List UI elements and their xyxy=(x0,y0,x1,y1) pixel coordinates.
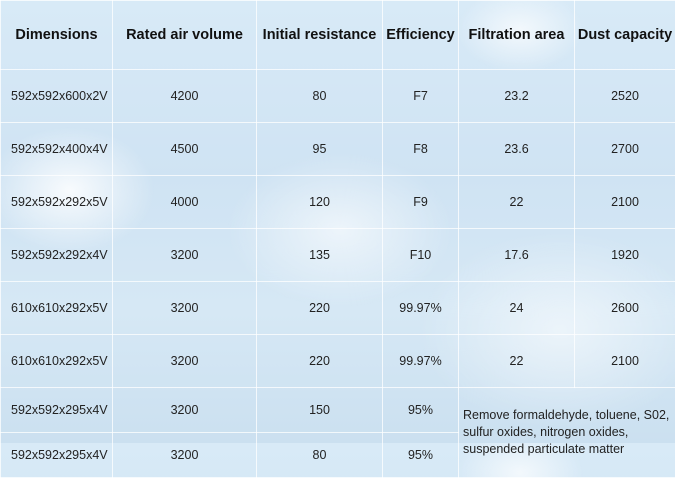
cell-filtration-area: 23.6 xyxy=(459,123,575,176)
spec-table-container: Dimensions Rated air volume Initial resi… xyxy=(0,0,675,443)
cell-efficiency: F9 xyxy=(383,176,459,229)
cell-resistance: 220 xyxy=(257,335,383,388)
cell-filtration-area: 17.6 xyxy=(459,229,575,282)
cell-dimensions: 592x592x292x5V xyxy=(1,176,113,229)
header-dimensions: Dimensions xyxy=(1,1,113,70)
cell-dust-capacity: 2100 xyxy=(575,176,675,229)
cell-filtration-area: 22 xyxy=(459,176,575,229)
cell-dust-capacity: 2100 xyxy=(575,335,675,388)
cell-filtration-area: 24 xyxy=(459,282,575,335)
table-row: 592x592x295x4V 3200 150 95% Remove forma… xyxy=(1,388,675,433)
cell-efficiency: 95% xyxy=(383,433,459,478)
cell-filtration-area: 22 xyxy=(459,335,575,388)
cell-filtration-area: 23.2 xyxy=(459,70,575,123)
table-row: 610x610x292x5V 3200 220 99.97% 24 2600 xyxy=(1,282,675,335)
header-filtration-area: Filtration area xyxy=(459,1,575,70)
cell-air-volume: 3200 xyxy=(113,282,257,335)
note-line: suspended particulate matter xyxy=(463,441,675,458)
cell-resistance: 120 xyxy=(257,176,383,229)
cell-dimensions: 610x610x292x5V xyxy=(1,335,113,388)
note-line: Remove formaldehyde, toluene, S02, xyxy=(463,407,675,424)
header-rated-air-volume: Rated air volume xyxy=(113,1,257,70)
cell-resistance: 80 xyxy=(257,433,383,478)
cell-resistance: 220 xyxy=(257,282,383,335)
cell-dust-capacity: 2700 xyxy=(575,123,675,176)
cell-air-volume: 3200 xyxy=(113,335,257,388)
cell-dust-capacity: 2600 xyxy=(575,282,675,335)
cell-dimensions: 610x610x292x5V xyxy=(1,282,113,335)
table-row: 592x592x292x4V 3200 135 F10 17.6 1920 xyxy=(1,229,675,282)
cell-resistance: 95 xyxy=(257,123,383,176)
table-row: 592x592x600x2V 4200 80 F7 23.2 2520 xyxy=(1,70,675,123)
cell-dust-capacity: 1920 xyxy=(575,229,675,282)
cell-dimensions: 592x592x295x4V xyxy=(1,388,113,433)
table-row: 610x610x292x5V 3200 220 99.97% 22 2100 xyxy=(1,335,675,388)
cell-air-volume: 4500 xyxy=(113,123,257,176)
cell-air-volume: 3200 xyxy=(113,388,257,433)
cell-air-volume: 3200 xyxy=(113,229,257,282)
cell-air-volume: 4000 xyxy=(113,176,257,229)
header-row: Dimensions Rated air volume Initial resi… xyxy=(1,1,675,70)
cell-resistance: 80 xyxy=(257,70,383,123)
cell-air-volume: 4200 xyxy=(113,70,257,123)
cell-resistance: 150 xyxy=(257,388,383,433)
header-initial-resistance: Initial resistance xyxy=(257,1,383,70)
cell-efficiency: 99.97% xyxy=(383,335,459,388)
cell-dimensions: 592x592x292x4V xyxy=(1,229,113,282)
cell-dimensions: 592x592x295x4V xyxy=(1,433,113,478)
header-dust-capacity: Dust capacity xyxy=(575,1,675,70)
cell-dimensions: 592x592x600x2V xyxy=(1,70,113,123)
cell-efficiency: 95% xyxy=(383,388,459,433)
cell-dimensions: 592x592x400x4V xyxy=(1,123,113,176)
header-efficiency: Efficiency xyxy=(383,1,459,70)
cell-dust-capacity: 2520 xyxy=(575,70,675,123)
cell-efficiency: F8 xyxy=(383,123,459,176)
cell-efficiency: 99.97% xyxy=(383,282,459,335)
cell-removal-note: Remove formaldehyde, toluene, S02, sulfu… xyxy=(459,388,675,478)
cell-resistance: 135 xyxy=(257,229,383,282)
note-line: sulfur oxides, nitrogen oxides, xyxy=(463,424,675,441)
table-row: 592x592x400x4V 4500 95 F8 23.6 2700 xyxy=(1,123,675,176)
cell-efficiency: F10 xyxy=(383,229,459,282)
cell-efficiency: F7 xyxy=(383,70,459,123)
cell-air-volume: 3200 xyxy=(113,433,257,478)
table-row: 592x592x292x5V 4000 120 F9 22 2100 xyxy=(1,176,675,229)
